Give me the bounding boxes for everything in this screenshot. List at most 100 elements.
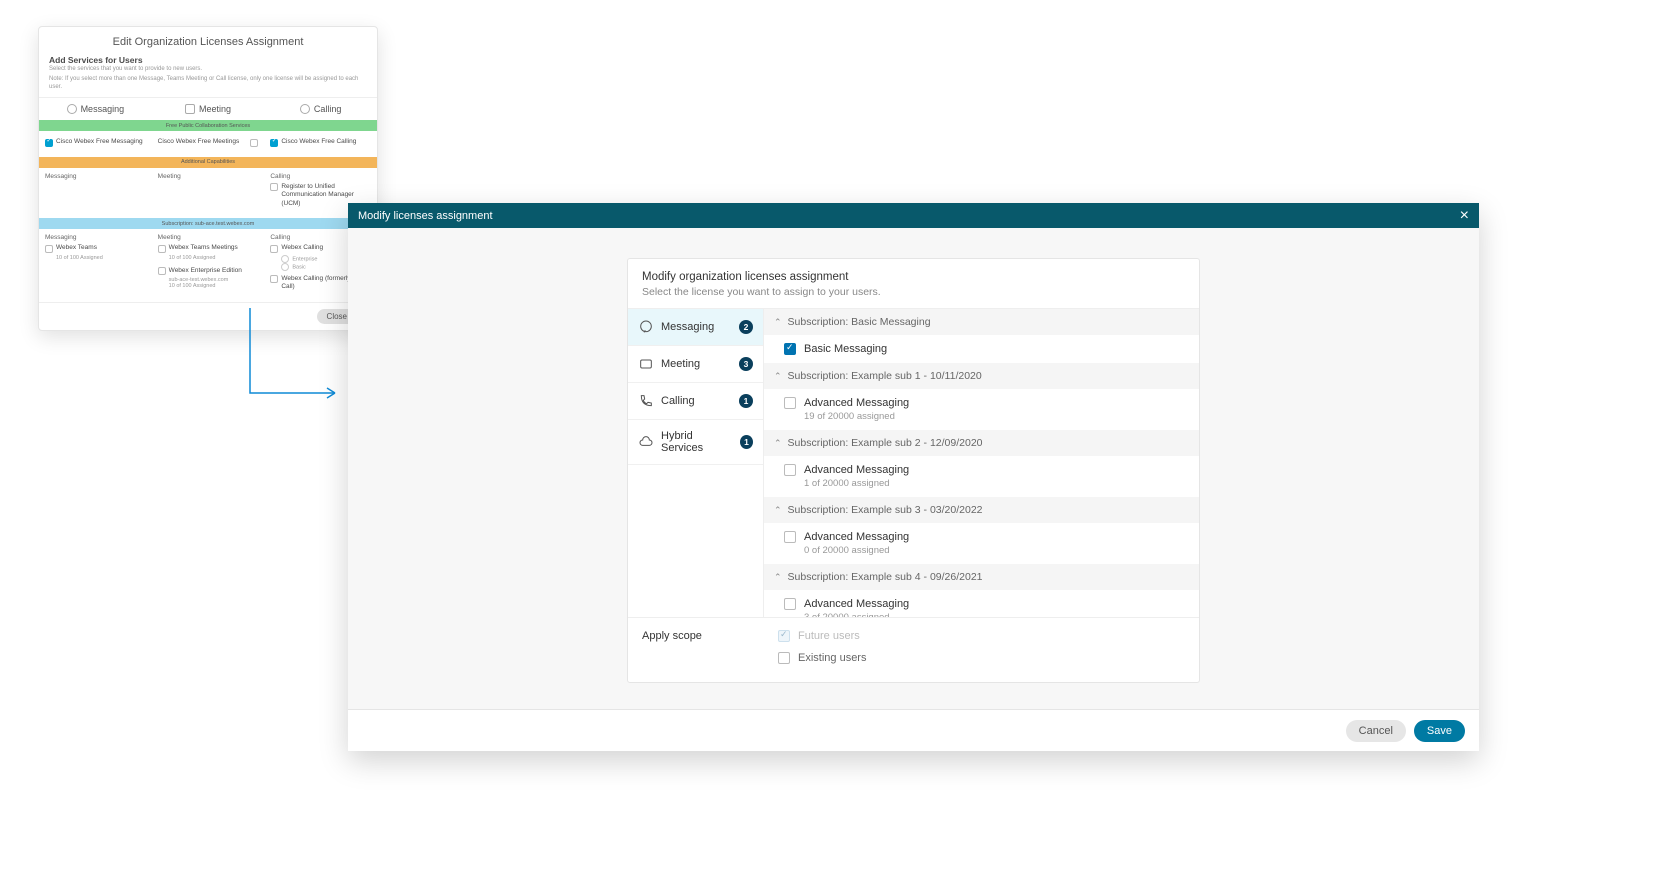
- checkbox-icon: [778, 630, 790, 642]
- dialog-title: Modify licenses assignment: [358, 210, 493, 222]
- col-head-meeting: Meeting: [158, 234, 259, 241]
- col-head-meeting: Meeting: [158, 173, 259, 180]
- old-additional-row: Messaging Meeting Calling Register to Un…: [39, 168, 377, 218]
- cancel-button[interactable]: Cancel: [1346, 720, 1406, 742]
- license-label: Advanced Messaging: [804, 598, 909, 610]
- chevron-up-icon: ⌃: [774, 572, 782, 583]
- calling-icon: [638, 393, 654, 409]
- license-item[interactable]: Advanced Messaging 0 of 20000 assigned: [764, 523, 1199, 564]
- assigned-count: 19 of 20000 assigned: [784, 411, 1189, 422]
- group-title: Subscription: Example sub 3 - 03/20/2022: [788, 504, 983, 516]
- message-icon: [67, 104, 77, 114]
- cloud-icon: [638, 434, 654, 450]
- checkbox-icon[interactable]: [270, 183, 278, 191]
- category-label: Meeting: [661, 358, 700, 370]
- subscription-group-header[interactable]: ⌃Subscription: Example sub 3 - 03/20/202…: [764, 497, 1199, 523]
- free-calling-item[interactable]: Cisco Webex Free Calling: [270, 138, 371, 147]
- count-badge: 3: [739, 357, 753, 371]
- license-item[interactable]: Basic Messaging: [764, 335, 1199, 363]
- checkbox-icon[interactable]: [158, 267, 166, 275]
- category-list: Messaging2Meeting3Calling1Hybrid Service…: [628, 309, 764, 617]
- checkbox-icon[interactable]: [784, 598, 796, 610]
- old-desc-2: Note: If you select more than one Messag…: [39, 76, 377, 94]
- subscription-group-header[interactable]: ⌃ Subscription: Example sub 4 - 09/26/202…: [764, 564, 1199, 590]
- license-label: Advanced Messaging: [804, 531, 909, 543]
- old-dialog-title: Edit Organization Licenses Assignment: [39, 27, 377, 53]
- free-messaging-item[interactable]: Cisco Webex Free Messaging: [45, 138, 146, 147]
- old-subscription-row: Messaging Webex Teams 10 of 100 Assigned…: [39, 229, 377, 301]
- checkbox-icon[interactable]: [270, 245, 278, 253]
- panel-subtitle: Select the license you want to assign to…: [642, 286, 1185, 298]
- group-title: Subscription: Example sub 4 - 09/26/2021: [788, 571, 983, 583]
- assigned-count: 1 of 20000 assigned: [784, 478, 1189, 489]
- transition-arrow-icon: [240, 308, 350, 408]
- free-meeting-item[interactable]: Cisco Webex Free Meetings: [158, 138, 259, 147]
- checkbox-icon[interactable]: [158, 245, 166, 253]
- license-item[interactable]: Advanced Messaging 1 of 20000 assigned: [764, 456, 1199, 497]
- teams-meetings-item[interactable]: Webex Teams Meetings: [158, 244, 259, 253]
- dialog-body: Modify organization licenses assignment …: [348, 228, 1479, 709]
- band-subscription[interactable]: Subscription: sub-ace.test.webex.com⌃: [39, 218, 377, 229]
- checkbox-icon[interactable]: [270, 275, 278, 283]
- chevron-up-icon: ⌃: [774, 317, 782, 328]
- old-free-row: Cisco Webex Free Messaging Cisco Webex F…: [39, 131, 377, 157]
- scope-options: Future users Existing users: [778, 630, 866, 664]
- dialog-header: Modify licenses assignment ×: [348, 203, 1479, 228]
- category-hybrid[interactable]: Hybrid Services 1: [628, 420, 763, 465]
- count-badge: 1: [740, 435, 753, 449]
- chevron-up-icon: ⌃: [774, 438, 782, 449]
- old-header-messaging: Messaging: [39, 98, 152, 120]
- license-item[interactable]: Advanced Messaging19 of 20000 assigned: [764, 389, 1199, 430]
- subscription-group-header[interactable]: ⌃ Subscription: Example sub 2 - 12/09/202…: [764, 430, 1199, 456]
- old-desc-1: Select the services that you want to pro…: [39, 66, 377, 76]
- checkbox-icon[interactable]: [270, 139, 278, 147]
- license-item[interactable]: Advanced Messaging3 of 20000 assigned: [764, 590, 1199, 617]
- category-label: Calling: [661, 395, 695, 407]
- panel-title: Modify organization licenses assignment: [642, 271, 1185, 283]
- group-title: Subscription: Basic Messaging: [788, 316, 931, 328]
- enterprise-edition-item[interactable]: Webex Enterprise Edition: [158, 267, 259, 276]
- close-icon[interactable]: ×: [1460, 208, 1469, 224]
- category-label: Hybrid Services: [661, 430, 733, 454]
- license-label: Advanced Messaging: [804, 464, 909, 476]
- checkbox-icon[interactable]: [778, 652, 790, 664]
- panel-main: Messaging2Meeting3Calling1Hybrid Service…: [628, 308, 1199, 617]
- category-label: Messaging: [661, 321, 714, 333]
- license-label: Basic Messaging: [804, 343, 887, 355]
- subscription-list[interactable]: ⌃ Subscription: Basic Messaging Basic Mess…: [764, 309, 1199, 617]
- calling-icon: [300, 104, 310, 114]
- col-head-calling: Calling: [270, 173, 371, 180]
- old-header-calling: Calling: [264, 98, 377, 120]
- assigned-count: 10 of 100 Assigned: [45, 255, 146, 261]
- category-calling[interactable]: Calling 1: [628, 383, 763, 420]
- license-panel: Modify organization licenses assignment …: [627, 258, 1200, 683]
- group-title: Subscription: Example sub 2 - 12/09/2020: [788, 437, 983, 449]
- save-button[interactable]: Save: [1414, 720, 1465, 742]
- group-title: Subscription: Example sub 1 - 10/11/2020: [788, 370, 982, 382]
- scope-existing-users[interactable]: Existing users: [778, 652, 866, 664]
- checkbox-icon[interactable]: [784, 397, 796, 409]
- old-header-meeting: Meeting: [152, 98, 265, 120]
- category-meeting[interactable]: Meeting 3: [628, 346, 763, 383]
- col-head-messaging: Messaging: [45, 234, 146, 241]
- count-badge: 1: [739, 394, 753, 408]
- webex-teams-item[interactable]: Webex Teams: [45, 244, 146, 253]
- checkbox-icon[interactable]: [784, 343, 796, 355]
- meeting-icon: [185, 104, 195, 114]
- scope-label: Apply scope: [642, 630, 778, 664]
- checkbox-icon[interactable]: [250, 139, 258, 147]
- meeting-icon: [638, 356, 654, 372]
- new-dialog: Modify licenses assignment × Modify orga…: [348, 203, 1479, 751]
- subscription-group-header[interactable]: ⌃ Subscription: Basic Messaging: [764, 309, 1199, 335]
- count-badge: 2: [739, 320, 753, 334]
- dialog-footer: Cancel Save: [348, 709, 1479, 751]
- checkbox-icon[interactable]: [45, 139, 53, 147]
- subscription-group-header[interactable]: ⌃Subscription: Example sub 1 - 10/11/202…: [764, 363, 1199, 389]
- checkbox-icon[interactable]: [784, 531, 796, 543]
- category-messaging[interactable]: Messaging 2: [628, 309, 763, 346]
- apply-scope-row: Apply scope Future users Existing users: [628, 617, 1199, 682]
- assigned-count: 0 of 20000 assigned: [784, 545, 1189, 556]
- checkbox-icon[interactable]: [45, 245, 53, 253]
- checkbox-icon[interactable]: [784, 464, 796, 476]
- scope-future-users: Future users: [778, 630, 866, 642]
